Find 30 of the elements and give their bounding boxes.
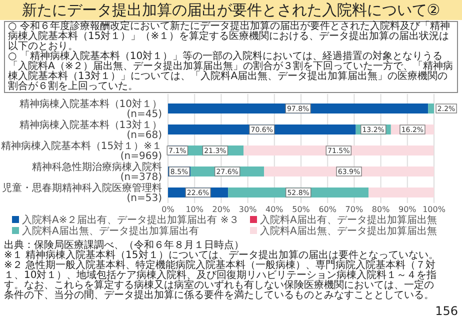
y-tick-label: 精神病棟入院基本料（15対１）※１ (n=969): [0, 140, 162, 162]
legend-item: 入院料A届出有、データ提出加算届出無: [250, 215, 437, 226]
legend-item: 入院料A※２届出有、データ提出加算届出有 ※３: [12, 215, 239, 226]
x-tick-label: 100%: [422, 205, 446, 214]
x-tick-label: 80%: [372, 205, 390, 214]
bar: [168, 104, 428, 114]
x-tick-label: 70%: [345, 205, 364, 214]
bar: [368, 188, 434, 198]
y-tick-label: 精神病棟入院基本料（13対１） (n=68): [19, 119, 162, 141]
x-tick-label: 90%: [398, 205, 417, 214]
x-tick-label: 60%: [318, 205, 337, 214]
x-tick-label: 30%: [238, 205, 258, 214]
text: ※２ 急性期一般入院基本料、特定機能病院入院基本料（一般病棟）、専門病院入院基本料（７対１、10対１）、地域包括ケア病棟入院料、及び回復期リハビリテーション病棟入院料１～４を指す。なお、これらを算定する病棟又は病室のいずれも有しない保険医療機関においては、一定の条件の下、当分の間、データ提出加算に係る要件を満たしているものとみなすこととしている。: [4, 260, 438, 301]
text: ※１ 精神病棟入院基本料（15対１）については、データ提出加算の届出は要件となっていない。: [4, 250, 440, 261]
y-tick-label: 児童・思春期精神科入院医療管理料 (n=53): [2, 182, 162, 204]
x-tick-label: 0%: [162, 205, 175, 214]
legend-item: 入院料A届出無、データ提出加算届出無: [250, 226, 437, 237]
text: 156: [435, 304, 458, 318]
y-tick-label: 精神科急性期治療病棟入院料 (n=378): [32, 161, 162, 183]
x-tick-label: 40%: [266, 205, 284, 214]
x-tick-label: 50%: [292, 205, 310, 214]
y-tick-label: 精神病棟入院基本料（10対１） (n=45): [19, 98, 162, 120]
x-tick-label: 20%: [212, 205, 230, 214]
legend-item: 入院料A届出無、データ提出加算届出有: [12, 226, 199, 237]
source-note: 出典：保険局医療課調べ、（令和６年８月１日時点）: [4, 240, 245, 251]
x-tick-label: 10%: [186, 205, 204, 214]
text: ○ 令和６年度診療報酬改定において新たにデータ提出加算の届出が要件とされた入院料及び「精神病棟入院基本料（15対１）」（※１）を算定する医療機関における、データ提出加算の届出状況は以下のとおり。: [8, 21, 451, 52]
bar: [428, 104, 434, 114]
chart-title: 新たにデータ提出加算の届出が要件とされた入院料について②: [0, 0, 462, 20]
text: ○ 「精神病棟入院基本料（10対１）」等の一部の入院料においては、経過措置の対象となりうる「入院料A（※２）届出無、データ提出加算届出無」の割合が３割を下回っていた一方で、「精神病棟入院基本料（13対１）」については、「入院料A届出無、データ提出加算届出無」の医療機関の割合が６割を上回っていた。: [8, 51, 454, 92]
